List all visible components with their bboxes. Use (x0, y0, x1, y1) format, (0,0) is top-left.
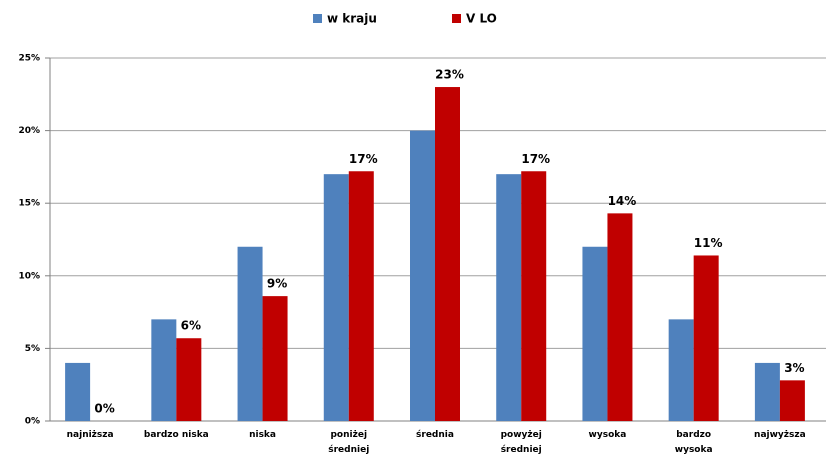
bar (582, 246, 608, 421)
bar (779, 380, 805, 421)
data-label: 6% (181, 319, 201, 333)
bar (410, 130, 435, 421)
bar (65, 362, 91, 421)
legend-swatch (452, 14, 461, 23)
data-label: 11% (694, 236, 723, 250)
legend-label: V LO (466, 12, 497, 26)
x-tick-label: średnia (416, 430, 454, 440)
bar (323, 174, 349, 421)
x-tick-label: najniższa (66, 430, 114, 440)
y-tick-label: 20% (18, 126, 40, 136)
legend-label: w kraju (327, 12, 377, 26)
data-label: 9% (267, 277, 287, 291)
y-tick-label: 5% (25, 344, 40, 354)
data-label: 17% (521, 152, 550, 166)
data-label: 0% (94, 402, 114, 416)
y-tick-label: 15% (18, 199, 40, 209)
bar (521, 171, 547, 421)
x-tick-label: wysoka (588, 430, 627, 440)
legend-swatch (313, 14, 322, 23)
x-tick-label: bardzo niska (143, 430, 209, 440)
data-label: 17% (349, 152, 378, 166)
bar (754, 362, 780, 421)
x-tick-label: bardzo wysoka (674, 430, 713, 455)
bar (348, 171, 374, 421)
x-tick-label: poniżej średniej (328, 430, 370, 455)
bar (607, 213, 633, 421)
bar (176, 338, 202, 421)
y-tick-label: 10% (18, 271, 40, 281)
x-tick-label: najwyższa (754, 430, 806, 440)
data-label: 3% (784, 361, 804, 375)
data-label: 23% (435, 68, 464, 82)
bar (151, 319, 177, 421)
bar (693, 255, 719, 421)
bar (668, 319, 694, 421)
bar (237, 246, 263, 421)
bar (435, 87, 460, 421)
x-tick-label: niska (249, 430, 276, 440)
bar (496, 174, 522, 421)
y-tick-label: 25% (18, 54, 40, 64)
bar (262, 296, 288, 421)
data-label: 14% (608, 194, 637, 208)
x-tick-label: powyżej średniej (500, 430, 542, 455)
y-tick-label: 0% (25, 417, 40, 427)
